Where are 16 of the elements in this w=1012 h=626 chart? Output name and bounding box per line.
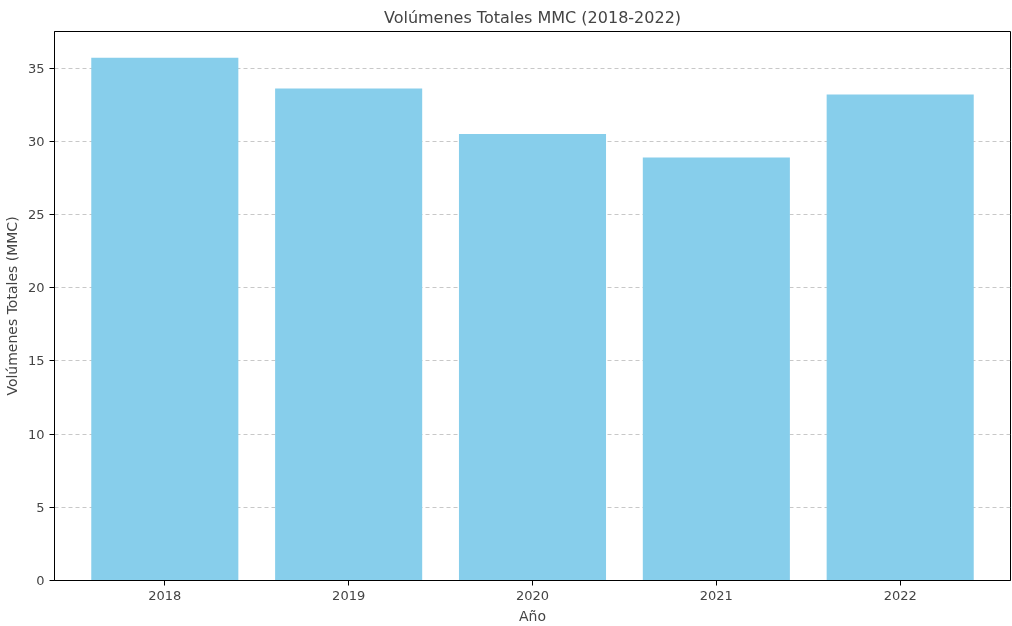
x-axis-title: Año: [518, 607, 547, 624]
x-tick-label: 2019: [332, 587, 366, 603]
y-tick-label: 10: [27, 426, 45, 442]
y-tick-label: 30: [27, 133, 45, 149]
chart-title: Volúmenes Totales MMC (2018-2022): [383, 7, 682, 27]
y-tick-label: 25: [27, 207, 45, 222]
x-tick-label: 2020: [515, 587, 550, 603]
x-tick-label: 2021: [699, 587, 733, 603]
y-tick-label: 5: [36, 499, 45, 515]
y-tick-label: 20: [27, 280, 45, 296]
y-axis-title: Volúmenes Totales (MMC): [3, 216, 20, 396]
x-tick-label: 2018: [148, 587, 182, 603]
x-tick-label: 2022: [883, 587, 917, 603]
y-tick-label: 35: [27, 60, 45, 76]
y-tick-label: 0: [36, 573, 45, 588]
y-tick-label: 15: [27, 353, 45, 369]
